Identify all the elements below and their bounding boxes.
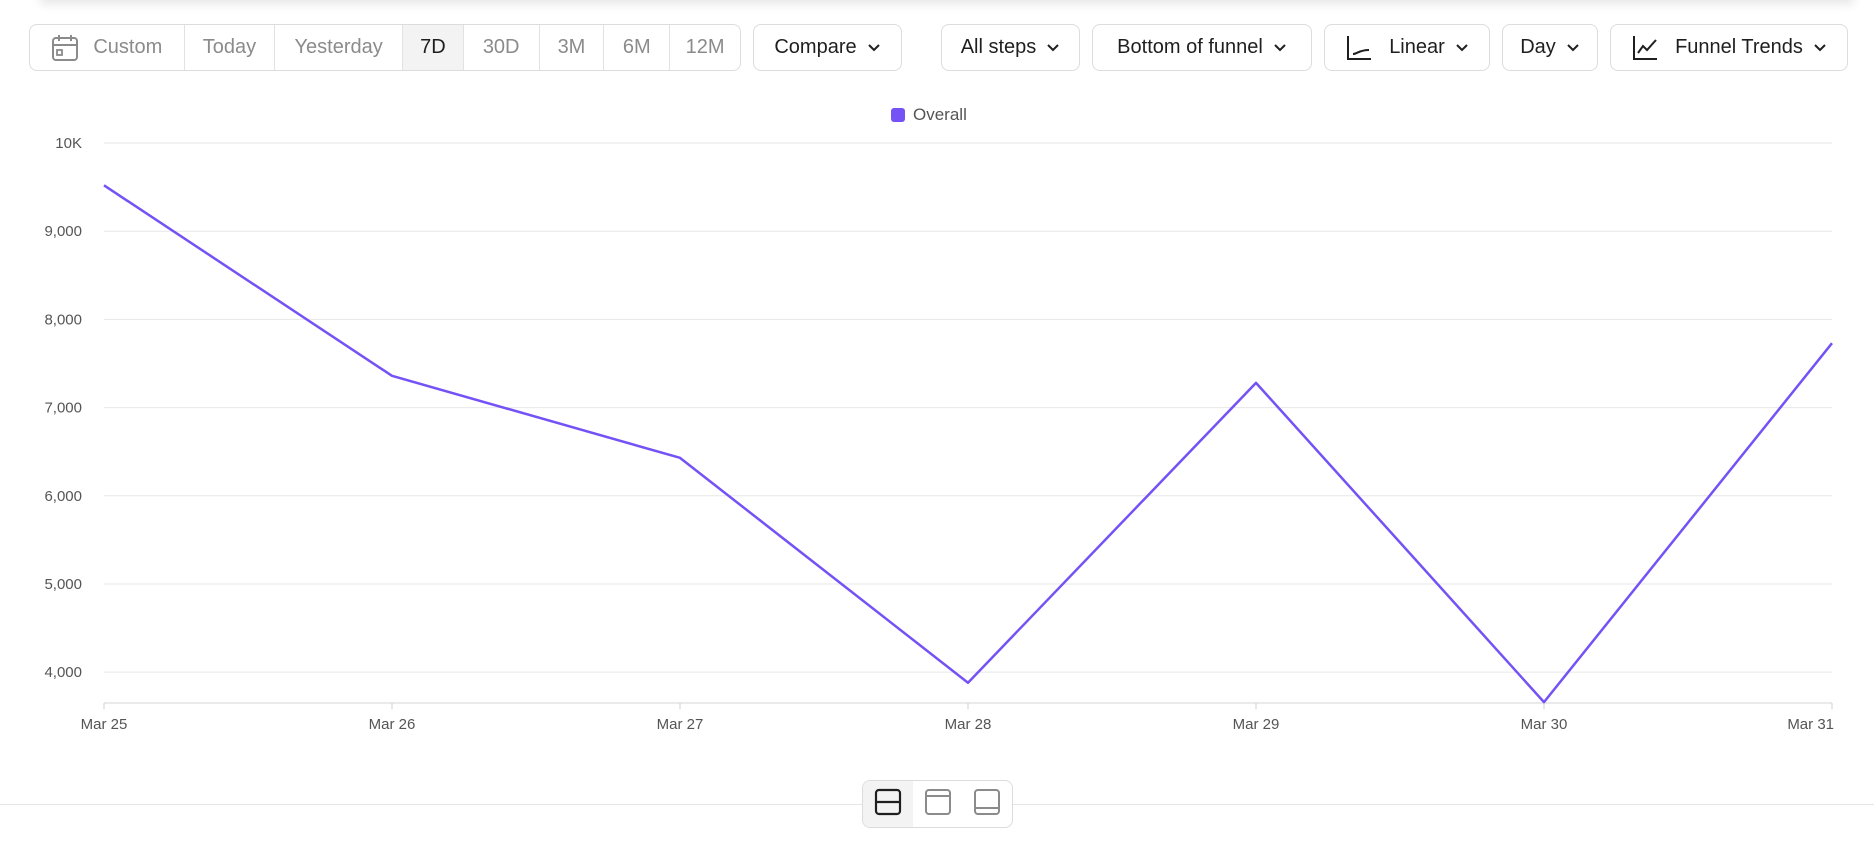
bottom-panel-layout-icon bbox=[973, 788, 1001, 821]
x-tick-label: Mar 27 bbox=[657, 716, 704, 733]
data-point[interactable] bbox=[389, 373, 395, 379]
date-range-option-label: 30D bbox=[482, 36, 520, 58]
data-point[interactable] bbox=[677, 455, 683, 461]
chevron-down-icon bbox=[1566, 43, 1580, 53]
date-range-custom-label: Custom bbox=[93, 36, 163, 58]
x-tick-label: Mar 31 bbox=[1787, 716, 1834, 733]
funnel-trend-chart: 4,000 5,000 6,000 7,000 8,000 9,000 10K Mar 25 M… bbox=[44, 135, 1835, 733]
axis-scale-icon bbox=[1345, 34, 1373, 62]
date-range-option-7d[interactable]: 7D bbox=[402, 25, 464, 70]
date-range-custom-button[interactable]: Custom bbox=[30, 25, 185, 70]
date-range-option-label: 12M bbox=[685, 36, 725, 58]
chevron-down-icon bbox=[1046, 43, 1060, 53]
date-range-option-label: 6M bbox=[622, 36, 651, 58]
view-type-label: Funnel Trends bbox=[1675, 36, 1803, 58]
steps-dropdown[interactable]: All steps bbox=[941, 24, 1080, 71]
toolbar: Custom Today Yesterday 7D 30D 3M 6M 12M … bbox=[0, 0, 1874, 100]
chevron-down-icon bbox=[1813, 43, 1827, 53]
y-tick-label: 8,000 bbox=[44, 311, 82, 328]
data-point[interactable] bbox=[101, 182, 107, 188]
date-range-option-label: 3M bbox=[557, 36, 586, 58]
x-tick-label: Mar 30 bbox=[1521, 716, 1568, 733]
calendar-icon bbox=[51, 34, 79, 62]
y-tick-label: 9,000 bbox=[44, 223, 82, 240]
data-point[interactable] bbox=[1541, 699, 1547, 705]
date-range-option-label: Today bbox=[202, 36, 257, 58]
date-range-option-6m[interactable]: 6M bbox=[604, 25, 671, 70]
date-range-option-30d[interactable]: 30D bbox=[464, 25, 540, 70]
layout-toggle bbox=[862, 780, 1013, 828]
y-tick-label: 10K bbox=[55, 135, 82, 152]
legend-label: Overall bbox=[913, 105, 967, 124]
scale-dropdown[interactable]: Linear bbox=[1324, 24, 1490, 71]
date-range-option-label: 7D bbox=[420, 36, 446, 58]
chevron-down-icon bbox=[867, 43, 881, 53]
data-point[interactable] bbox=[1253, 380, 1259, 386]
x-tick-label: Mar 28 bbox=[945, 716, 992, 733]
top-panel-layout-button[interactable] bbox=[913, 781, 963, 827]
y-tick-label: 5,000 bbox=[44, 576, 82, 593]
scale-label: Linear bbox=[1389, 36, 1445, 58]
funnel-position-dropdown[interactable]: Bottom of funnel bbox=[1092, 24, 1312, 71]
y-tick-label: 6,000 bbox=[44, 488, 82, 505]
y-tick-label: 4,000 bbox=[44, 664, 82, 681]
steps-label: All steps bbox=[960, 36, 1037, 58]
x-tick-label: Mar 26 bbox=[369, 716, 416, 733]
data-point[interactable] bbox=[965, 680, 971, 686]
legend-swatch bbox=[891, 108, 905, 122]
chart-legend: Overall bbox=[891, 105, 967, 125]
top-panel-layout-icon bbox=[924, 788, 952, 821]
chevron-down-icon bbox=[1273, 43, 1287, 53]
compare-label: Compare bbox=[774, 36, 857, 58]
data-point[interactable] bbox=[1829, 340, 1835, 346]
y-tick-label: 7,000 bbox=[44, 400, 82, 417]
date-range-option-label: Yesterday bbox=[294, 36, 383, 58]
interval-label: Day bbox=[1520, 36, 1556, 58]
line-chart-icon bbox=[1631, 34, 1659, 62]
bottom-panel-layout-button[interactable] bbox=[962, 781, 1012, 827]
date-range-option-12m[interactable]: 12M bbox=[670, 25, 740, 70]
interval-dropdown[interactable]: Day bbox=[1502, 24, 1598, 71]
funnel-position-label: Bottom of funnel bbox=[1117, 36, 1263, 58]
date-range-group: Custom Today Yesterday 7D 30D 3M 6M 12M bbox=[29, 24, 741, 71]
compare-dropdown[interactable]: Compare bbox=[753, 24, 902, 71]
x-tick-label: Mar 25 bbox=[81, 716, 128, 733]
split-layout-icon bbox=[874, 788, 902, 821]
series-line-overall[interactable] bbox=[103, 184, 1833, 704]
view-type-dropdown[interactable]: Funnel Trends bbox=[1610, 24, 1848, 71]
date-range-option-today[interactable]: Today bbox=[185, 25, 276, 70]
chevron-down-icon bbox=[1455, 43, 1469, 53]
x-tick-label: Mar 29 bbox=[1233, 716, 1280, 733]
date-range-option-yesterday[interactable]: Yesterday bbox=[275, 25, 403, 70]
split-layout-button[interactable] bbox=[863, 781, 913, 827]
date-range-option-3m[interactable]: 3M bbox=[540, 25, 605, 70]
